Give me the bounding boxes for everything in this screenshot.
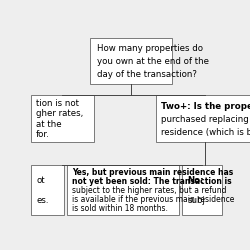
FancyBboxPatch shape xyxy=(182,165,222,215)
Text: day of the transaction?: day of the transaction? xyxy=(97,70,197,79)
Text: for.: for. xyxy=(36,130,50,139)
Text: tion is not: tion is not xyxy=(36,99,79,108)
Text: purchased replacing your m: purchased replacing your m xyxy=(161,115,250,124)
FancyBboxPatch shape xyxy=(31,96,94,142)
Text: Two+: Is the property bein: Two+: Is the property bein xyxy=(161,102,250,110)
FancyBboxPatch shape xyxy=(67,165,179,215)
Text: is available if the previous main residence: is available if the previous main reside… xyxy=(72,195,235,204)
Text: ot: ot xyxy=(36,176,45,185)
Text: not yet been sold: The transaction is: not yet been sold: The transaction is xyxy=(72,177,232,186)
Text: is sold within 18 months.: is sold within 18 months. xyxy=(72,204,168,213)
Text: residence (which is being s: residence (which is being s xyxy=(161,128,250,137)
Text: at the: at the xyxy=(36,120,62,129)
Text: How many properties do: How many properties do xyxy=(97,44,203,53)
Text: gher rates,: gher rates, xyxy=(36,110,84,118)
FancyBboxPatch shape xyxy=(156,96,250,142)
Text: No:: No: xyxy=(187,176,204,185)
Text: you own at the end of the: you own at the end of the xyxy=(97,57,209,66)
Text: Yes, but previous main residence has: Yes, but previous main residence has xyxy=(72,168,234,176)
Text: subject to the higher rates, but a refund: subject to the higher rates, but a refun… xyxy=(72,186,227,195)
FancyBboxPatch shape xyxy=(31,165,64,215)
Text: subj: subj xyxy=(187,196,205,205)
FancyBboxPatch shape xyxy=(90,38,172,84)
Text: es.: es. xyxy=(36,196,49,205)
